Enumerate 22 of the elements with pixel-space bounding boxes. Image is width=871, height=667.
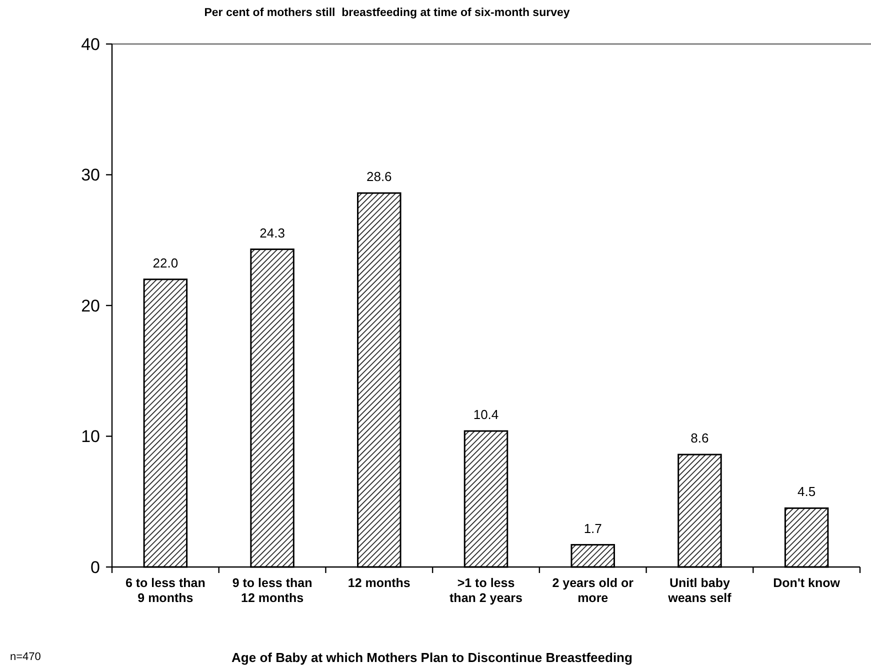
- data-label: 4.5: [798, 484, 816, 500]
- y-tick-label: 30: [81, 166, 100, 185]
- data-label: 8.6: [690, 430, 709, 446]
- x-tick-label: 12 months: [348, 576, 410, 590]
- y-tick-label: 10: [81, 427, 100, 446]
- x-tick-label: 6 to less than 9 months: [125, 576, 206, 605]
- y-tick-label: 0: [90, 558, 100, 577]
- x-tick-label: Unitl baby weans self: [667, 576, 732, 605]
- x-tick-label: 2 years old or more: [552, 576, 634, 605]
- data-label: 10.4: [473, 407, 499, 422]
- x-tick-label: >1 to less than 2 years: [450, 576, 523, 605]
- data-label: 22.0: [152, 255, 178, 270]
- y-tick-label: 20: [81, 296, 100, 316]
- x-axis-title: Age of Baby at which Mothers Plan to Discontinue Breastfeeding: [232, 650, 632, 665]
- data-label: 24.3: [260, 225, 285, 240]
- data-label: 1.7: [584, 520, 602, 536]
- chart-title: Per cent of mothers still breastfeeding at time of six-month survey: [204, 7, 570, 19]
- text: n=470: [10, 651, 41, 663]
- y-tick-label: 40: [81, 34, 100, 54]
- data-label: 28.6: [366, 169, 392, 184]
- x-tick-label: 9 to less than 12 months: [232, 576, 312, 605]
- x-tick-label: Don't know: [773, 576, 840, 590]
